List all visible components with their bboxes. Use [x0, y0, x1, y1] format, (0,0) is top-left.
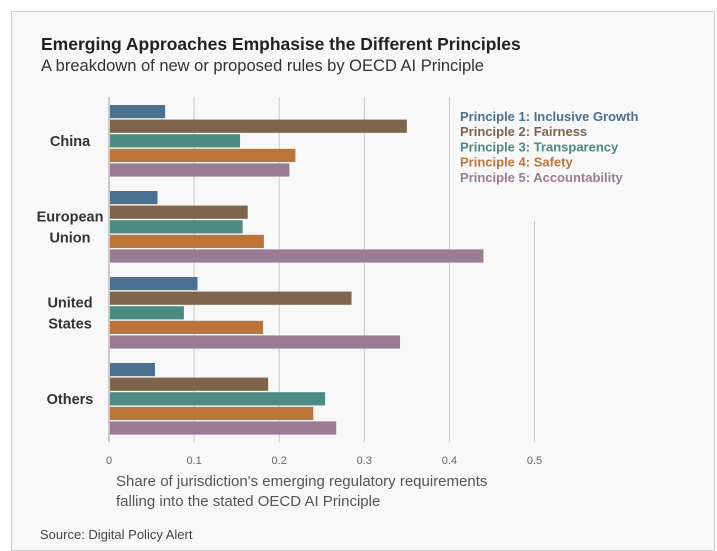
bar [110, 277, 198, 291]
bar [110, 291, 352, 305]
bar [110, 377, 269, 391]
bar [110, 205, 248, 219]
category-label: United [47, 295, 92, 311]
bar [110, 119, 407, 133]
x-axis-label-line-1: Share of jurisdiction's emerging regulat… [116, 473, 488, 490]
category-label: States [48, 316, 92, 332]
bar [110, 306, 184, 320]
bar [110, 163, 290, 177]
x-tick-label: 0.1 [186, 455, 201, 467]
x-tick-label: 0.2 [272, 455, 287, 467]
bar [110, 105, 166, 119]
legend-entry: Principle 1: Inclusive Growth [460, 109, 638, 124]
bar [110, 392, 326, 406]
bar [110, 421, 337, 435]
x-tick-label: 0.5 [527, 455, 542, 467]
bar [110, 320, 264, 334]
category-label: Others [47, 392, 94, 408]
x-tick-label: 0 [106, 455, 112, 467]
category-label: China [50, 134, 91, 150]
legend-background [452, 106, 674, 190]
x-axis-label-line-2: falling into the stated OECD AI Principl… [116, 493, 381, 510]
bar [110, 406, 314, 420]
source-note: Source: Digital Policy Alert [40, 527, 193, 542]
bar [110, 363, 155, 377]
legend-entry: Principle 5: Accountability [460, 170, 624, 185]
x-tick-label: 0.3 [357, 455, 372, 467]
x-axis-label: Share of jurisdiction's emerging regulat… [116, 472, 556, 512]
bar [110, 220, 243, 234]
bar [110, 249, 484, 263]
legend-entry: Principle 3: Transparency [460, 139, 619, 154]
bar [110, 191, 158, 205]
category-label: Union [49, 230, 90, 246]
bar [110, 234, 264, 248]
legend-entry: Principle 2: Fairness [460, 124, 587, 139]
bar [110, 335, 401, 349]
chart-subtitle: A breakdown of new or proposed rules by … [41, 57, 484, 75]
bar [110, 148, 296, 162]
category-label: European [37, 209, 104, 225]
bar [110, 134, 241, 148]
chart-title: Emerging Approaches Emphasise the Differ… [41, 34, 521, 54]
legend-entry: Principle 4: Safety [460, 155, 573, 170]
x-tick-label: 0.4 [442, 455, 457, 467]
